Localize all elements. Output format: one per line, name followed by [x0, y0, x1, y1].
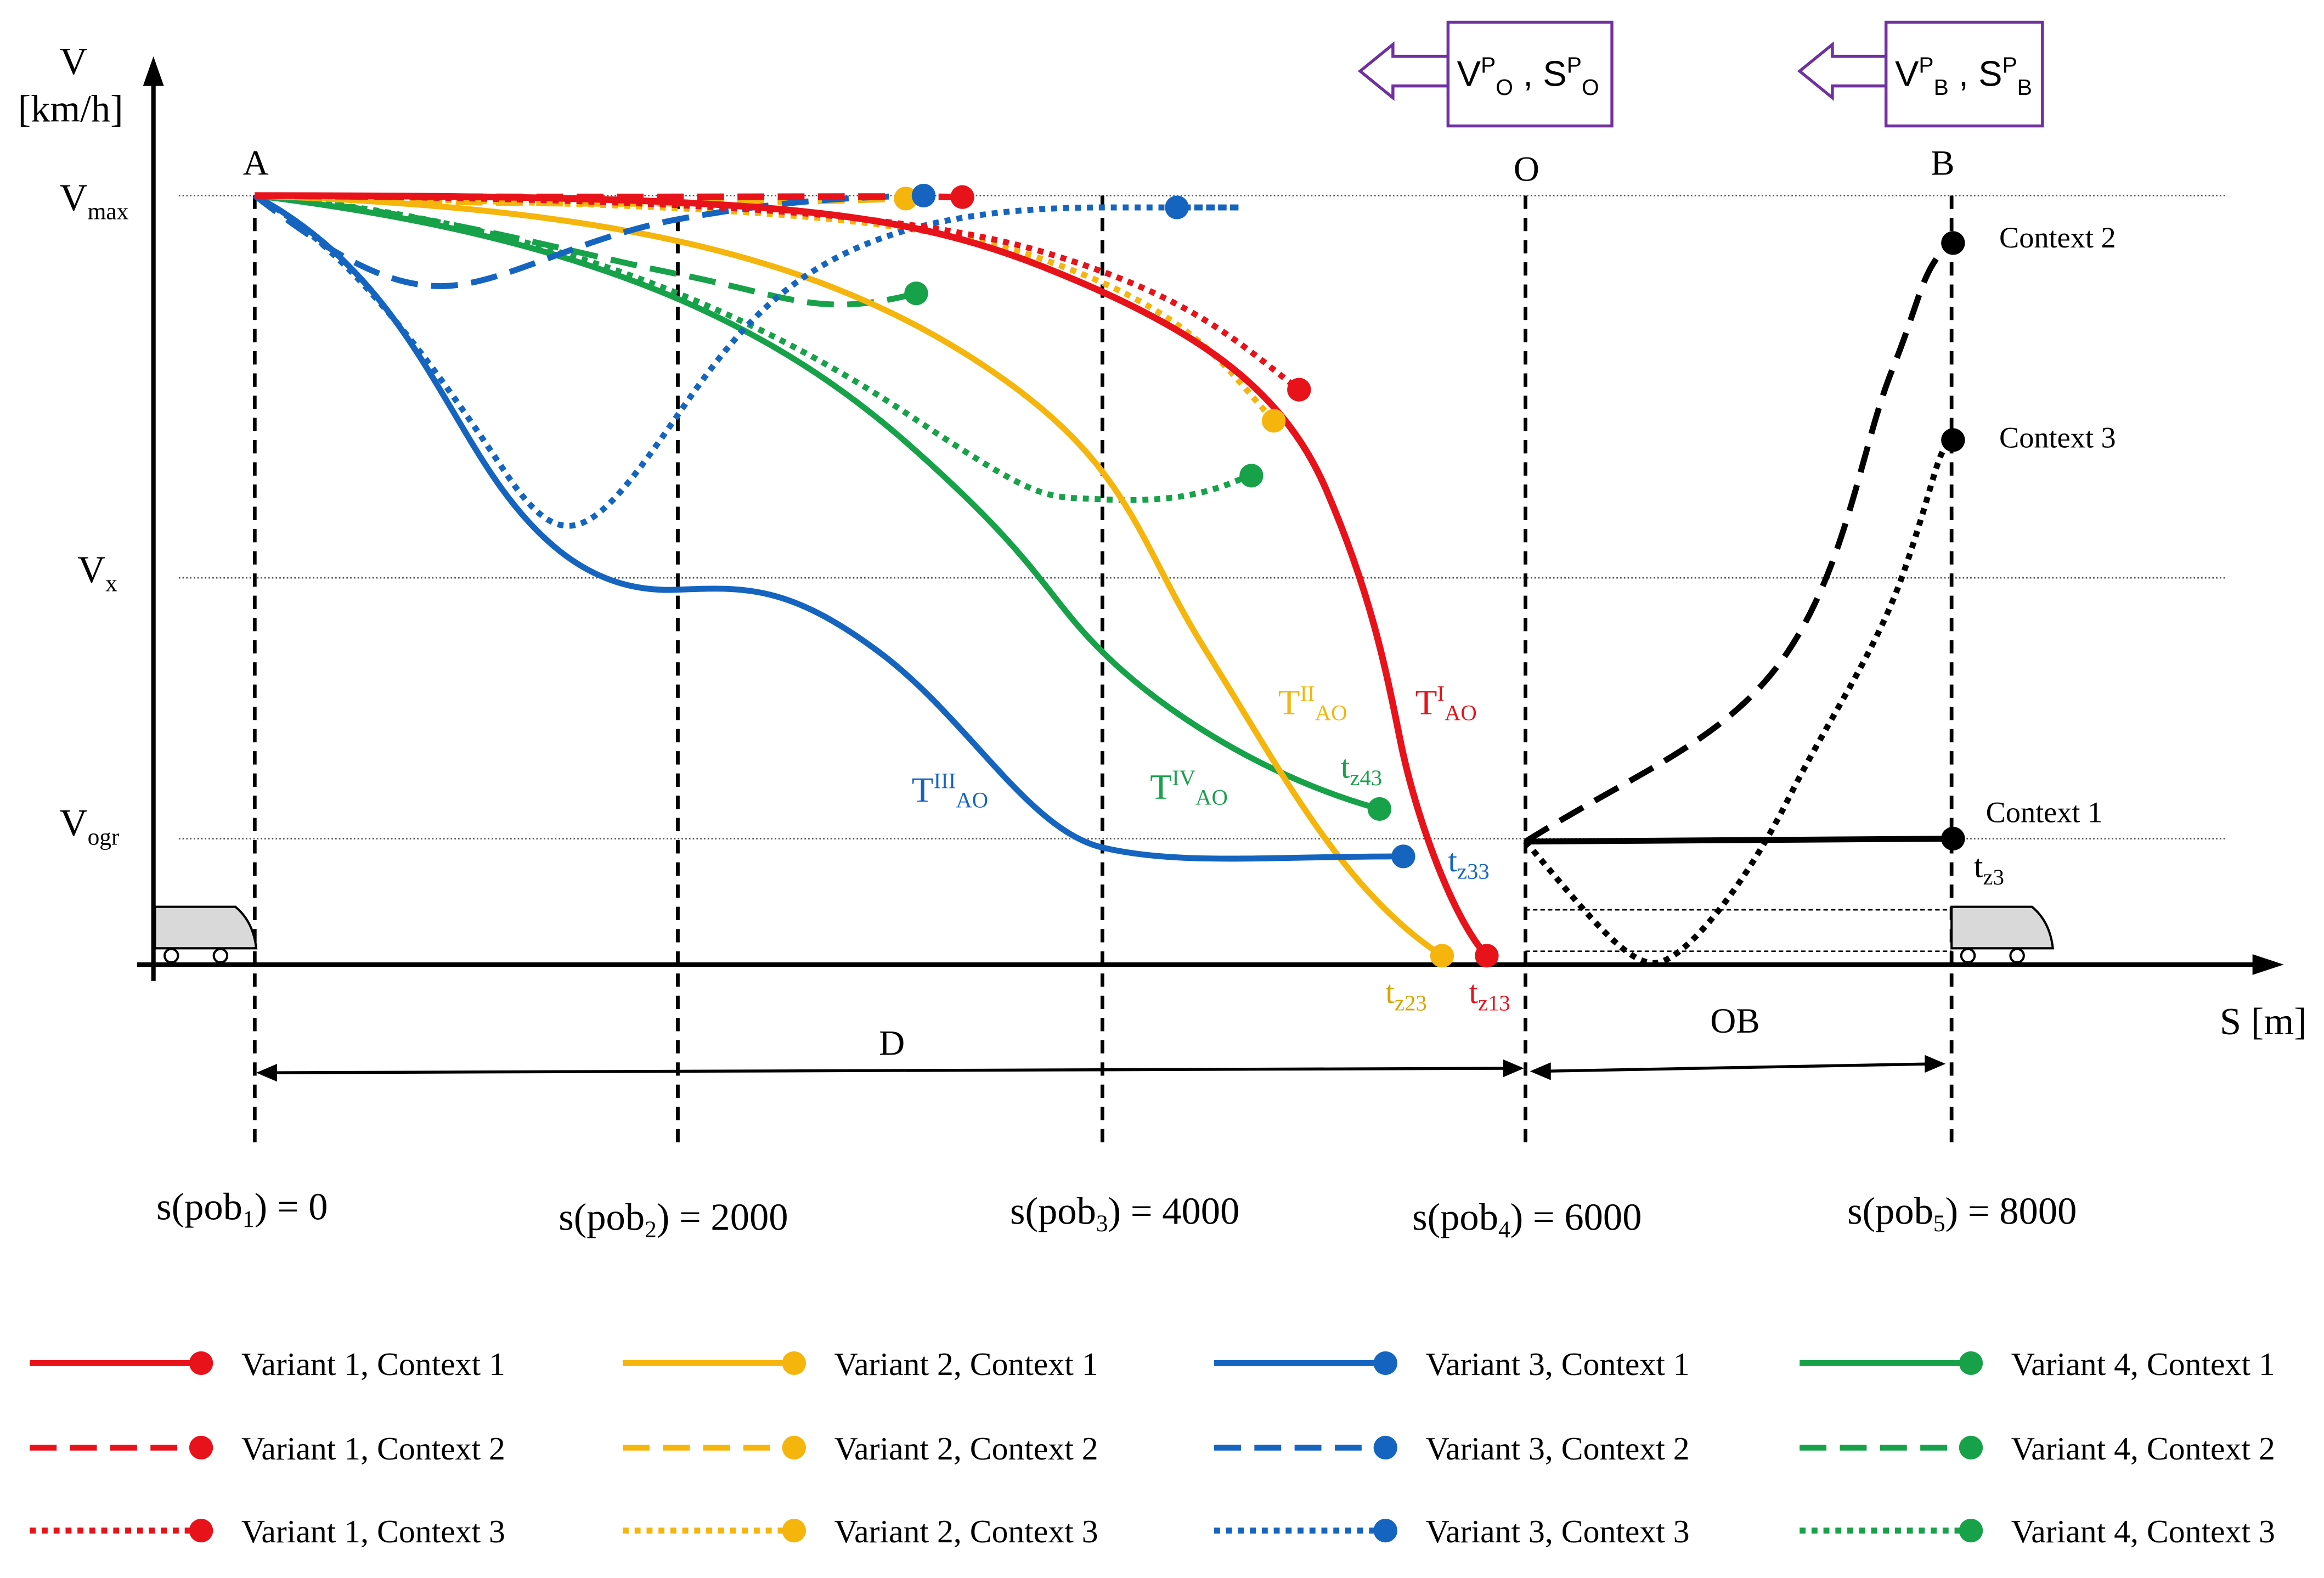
ob-span-arrow	[1540, 1062, 1934, 1073]
point-b-label: B	[1931, 144, 1954, 183]
position-label-3: s(pob3) = 4000	[1010, 1190, 1239, 1237]
variant3-context1-endpoint	[1391, 844, 1415, 869]
variant2-context1-curve	[255, 193, 1444, 959]
b-parameters-box: VPB , SPB	[1797, 20, 2044, 128]
vx-label: Vx	[77, 548, 117, 596]
variant2-context3-endpoint	[1261, 409, 1286, 433]
tz23-label: tz23	[1385, 974, 1426, 1015]
context3-endpoint	[1941, 428, 1965, 452]
legend-item-label: Variant 3, Context 1	[1426, 1346, 1690, 1382]
position-label-1: s(pob1) = 0	[156, 1186, 328, 1232]
variant4-context1-curve	[254, 193, 1380, 812]
svg-text:VPO , SPO: VPO , SPO	[1457, 52, 1599, 99]
context1-endpoint	[1941, 826, 1965, 851]
legend-item-label: Variant 4, Context 1	[2011, 1346, 2275, 1382]
point-a-label: A	[243, 144, 269, 183]
position-label-4: s(pob4) = 6000	[1412, 1196, 1642, 1243]
d-span-label: D	[879, 1024, 905, 1063]
o-parameters-box: VPO , SPO	[1357, 20, 1614, 128]
legend-marker-1-1	[189, 1351, 213, 1376]
legend-item-label: Variant 3, Context 3	[1426, 1513, 1690, 1549]
variant4-context2-curve	[254, 193, 917, 308]
legend-marker-4-1	[1959, 1351, 1983, 1376]
ob-span-arrow-left-icon	[1530, 1062, 1551, 1080]
position-label-2: s(pob2) = 2000	[559, 1196, 788, 1243]
legend-item-label: Variant 2, Context 1	[834, 1346, 1098, 1382]
y-axis-arrow-icon	[143, 56, 164, 86]
legend-marker-4-2	[1959, 1435, 1983, 1459]
variant4-context3-endpoint	[1239, 464, 1263, 488]
position-label-5: s(pob5) = 8000	[1847, 1190, 2077, 1237]
ob-span-arrow-right-icon	[1925, 1055, 1946, 1073]
t1-ao-label: TIAO	[1415, 681, 1477, 725]
ob-span-label: OB	[1710, 1001, 1760, 1041]
legend-marker-2-1	[782, 1351, 806, 1376]
tz33-label: tz33	[1448, 842, 1489, 883]
variant2-context1-endpoint	[1430, 944, 1454, 968]
variant3-context1-curve	[253, 193, 1403, 862]
legend-marker-2-2	[782, 1435, 806, 1459]
x-axis-arrow-icon	[2252, 954, 2284, 975]
y-axis-label-v: V	[60, 40, 88, 83]
variant1-context3-curve	[255, 193, 1301, 392]
train-icon-start	[154, 905, 258, 963]
variant4-context2-endpoint	[904, 281, 928, 306]
legend-item-label: Variant 4, Context 3	[2011, 1513, 2275, 1549]
legend-item-label: Variant 1, Context 1	[241, 1346, 505, 1382]
vogr-label: Vogr	[60, 802, 120, 850]
train-icon-end	[1950, 905, 2055, 963]
legend-marker-3-3	[1373, 1518, 1398, 1543]
tz3-label: tz3	[1974, 848, 2004, 889]
legend: Variant 1, Context 1 Variant 2, Context 1…	[30, 1346, 2275, 1549]
legend-marker-3-2	[1373, 1435, 1398, 1459]
context3-ob-curve	[1523, 437, 1954, 966]
variant3-context2-curve	[253, 193, 924, 289]
variant3-context2-endpoint	[911, 183, 936, 208]
variant3-context3-curve	[253, 193, 1243, 529]
legend-marker-2-3	[782, 1518, 806, 1543]
legend-marker-1-2	[189, 1435, 213, 1459]
d-span-arrow	[268, 1067, 1513, 1074]
context1-label: Context 1	[1986, 796, 2103, 829]
variant1-context3-endpoint	[1287, 377, 1311, 402]
variant2-context2-endpoint	[894, 187, 918, 211]
variant1-context2-endpoint	[950, 185, 974, 209]
context2-endpoint	[1941, 231, 1965, 255]
t4-ao-label: TIVAO	[1150, 765, 1228, 809]
t2-ao-label: TIIAO	[1278, 681, 1347, 725]
legend-item-label: Variant 2, Context 3	[834, 1513, 1098, 1549]
svg-text:VPB , SPB: VPB , SPB	[1895, 52, 2032, 99]
tz43-label: tz43	[1341, 749, 1382, 790]
variant4-context3-curve	[254, 193, 1253, 503]
legend-marker-4-3	[1959, 1518, 1983, 1543]
d-span-arrow-left-icon	[256, 1063, 278, 1082]
legend-item-label: Variant 1, Context 2	[241, 1430, 505, 1467]
point-o-label: O	[1514, 150, 1539, 189]
d-span-arrow-right-icon	[1503, 1059, 1524, 1078]
vmax-label: Vmax	[60, 177, 129, 225]
variant2-context3-curve	[255, 193, 1276, 423]
x-axis-label: S [m]	[2220, 1000, 2307, 1043]
t3-ao-label: TIIIAO	[912, 769, 988, 813]
tz13-label: tz13	[1469, 974, 1510, 1015]
variant1-context1-endpoint	[1475, 944, 1499, 968]
context2-ob-curve	[1524, 240, 1954, 844]
y-axis-label-unit: [km/h]	[18, 88, 123, 131]
variant1-context1-curve	[255, 192, 1490, 958]
legend-marker-3-1	[1373, 1351, 1398, 1376]
variant3-context3-endpoint	[1165, 195, 1189, 219]
variant4-context1-endpoint	[1367, 797, 1392, 821]
legend-item-label: Variant 3, Context 2	[1426, 1430, 1690, 1467]
legend-marker-1-3	[189, 1518, 213, 1543]
legend-item-label: Variant 2, Context 2	[834, 1430, 1098, 1467]
legend-item-label: Variant 4, Context 2	[2011, 1430, 2275, 1467]
context1-ob-curve	[1525, 836, 1952, 845]
context2-label: Context 2	[1999, 221, 2116, 254]
legend-item-label: Variant 1, Context 3	[241, 1513, 505, 1549]
context3-label: Context 3	[1999, 421, 2116, 454]
